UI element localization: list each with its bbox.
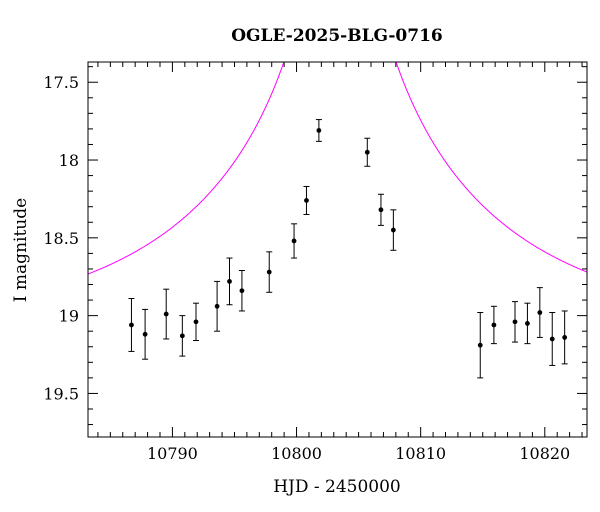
data-marker (491, 322, 497, 328)
x-tick-label: 10820 (519, 444, 570, 463)
data-marker (142, 331, 148, 337)
x-tick-label: 10790 (147, 444, 198, 463)
data-marker (562, 335, 568, 340)
data-point (266, 251, 273, 293)
y-axis-label: I magnitude (11, 198, 31, 302)
data-marker (477, 342, 483, 348)
data-marker (512, 319, 518, 325)
x-tick-label: 10800 (271, 444, 322, 463)
data-marker (266, 269, 272, 275)
data-marker (537, 310, 543, 315)
x-tick-label: 10810 (395, 444, 446, 463)
data-marker (549, 336, 555, 342)
data-point (524, 302, 531, 345)
minor-ticks (88, 62, 587, 437)
data-marker (291, 238, 297, 244)
x-axis-label: HJD - 2450000 (273, 477, 401, 497)
y-tick-labels: 17.5 18 18.5 19 19.5 (43, 73, 79, 403)
data-point (291, 223, 298, 259)
data-point (226, 257, 233, 306)
data-marker (364, 149, 370, 155)
data-point (364, 137, 371, 167)
data-marker (179, 333, 185, 339)
data-point (377, 193, 384, 226)
data-marker (304, 198, 309, 203)
data-point (179, 315, 186, 357)
data-marker (227, 278, 232, 284)
major-ticks (88, 62, 587, 437)
data-point (128, 298, 135, 352)
data-marker (316, 128, 322, 133)
data-marker (163, 311, 169, 317)
plot-frame (87, 61, 588, 438)
data-marker (193, 319, 199, 325)
data-point (512, 301, 519, 343)
x-tick-labels: 10790 10800 10810 10820 (147, 444, 570, 463)
data-point (536, 287, 543, 338)
data-marker (525, 321, 530, 326)
data-marker (129, 322, 134, 328)
data-point (214, 280, 221, 332)
data-marker (378, 207, 384, 213)
data-point (390, 209, 397, 251)
model-curve (88, 62, 587, 275)
y-tick-label: 17.5 (43, 73, 79, 92)
data-point (315, 119, 322, 142)
y-tick-label: 18.5 (43, 229, 79, 248)
data-point (561, 310, 568, 365)
data-point (549, 312, 556, 366)
data-point (238, 270, 245, 312)
data-point (490, 305, 497, 345)
y-tick-label: 19.5 (43, 384, 79, 403)
data-point (142, 308, 149, 360)
data-point (477, 312, 484, 379)
data-marker (390, 227, 396, 233)
data-marker (214, 303, 220, 309)
y-tick-label: 18 (59, 151, 79, 170)
chart-title: OGLE-2025-BLG-0716 (231, 26, 443, 46)
data-points (128, 119, 568, 379)
y-tick-label: 19 (59, 307, 79, 326)
data-marker (239, 288, 245, 294)
data-point (163, 288, 170, 340)
data-point (192, 302, 199, 342)
data-point (303, 185, 310, 215)
